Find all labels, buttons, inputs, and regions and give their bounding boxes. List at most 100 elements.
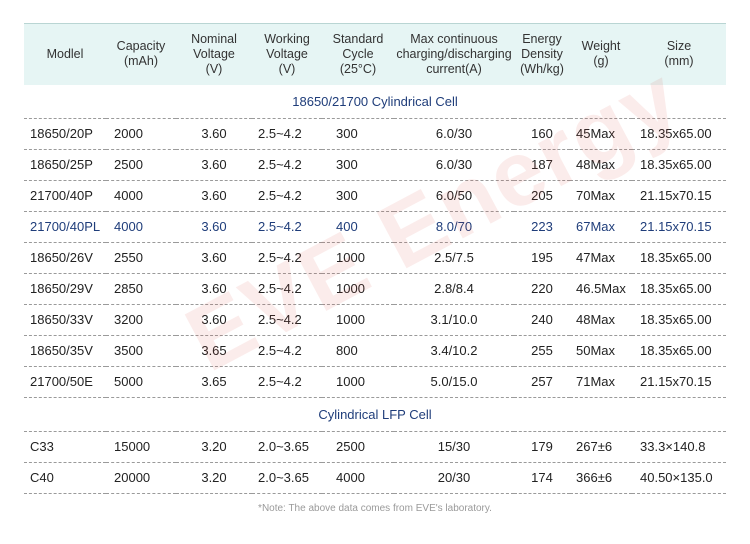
header-row: Modlel Capacity (mAh) Nominal Voltage (V) Work… [24, 23, 726, 85]
table-row: C33 15000 3.20 2.0~3.65 2500 15/30 179 267±6 33.… [24, 431, 726, 463]
table-row: 18650/25P 2500 3.60 2.5~4.2 300 6.0/30 187 48Ma… [24, 149, 726, 181]
table-cell: 257 [514, 366, 570, 398]
table-cell: 2.5~4.2 [252, 366, 322, 398]
column-header-line: Weight [581, 39, 621, 54]
table-cell: 6.0/30 [394, 149, 514, 181]
table-cell: 4000 [106, 180, 176, 212]
model-cell: 21700/50E [24, 366, 106, 398]
table-cell: 3.60 [176, 149, 252, 181]
table-cell: 1000 [322, 304, 394, 336]
column-header-line: Capacity [116, 39, 166, 54]
table-cell: 18.35x65.00 [632, 335, 726, 367]
table-cell: 3.60 [176, 242, 252, 274]
table-row: 21700/40PL 4000 3.60 2.5~4.2 400 8.0/70 223 67M… [24, 211, 726, 243]
table-cell: 2.0~3.65 [252, 462, 322, 494]
table-row: 18650/33V 3200 3.60 2.5~4.2 1000 3.1/10.0 240 4… [24, 304, 726, 336]
column-header-line: (V) [278, 61, 296, 76]
column-header-line: Max continuous [410, 31, 498, 46]
table-cell: 2500 [106, 149, 176, 181]
model-cell: 21700/40P [24, 180, 106, 212]
table-cell: 3.60 [176, 180, 252, 212]
table-cell: 50Max [570, 335, 632, 367]
table-cell: 2.5~4.2 [252, 118, 322, 150]
table-cell: 2550 [106, 242, 176, 274]
table-cell: 2.0~3.65 [252, 431, 322, 463]
model-cell: 21700/40PL [24, 211, 106, 243]
section-title: Cylindrical LFP Cell [24, 397, 726, 432]
table-cell: 3.65 [176, 335, 252, 367]
table-row: 21700/50E 5000 3.65 2.5~4.2 1000 5.0/15.0 257 7… [24, 366, 726, 398]
table-row: 21700/40P 4000 3.60 2.5~4.2 300 6.0/50 205 70Ma… [24, 180, 726, 212]
table-cell: 33.3×140.8 [632, 431, 726, 463]
column-header-line: Nominal [191, 31, 237, 46]
column-header-line: (g) [593, 54, 609, 69]
section-row: 18650/21700 Cylindrical Cell [24, 84, 726, 119]
table-cell: 3.60 [176, 118, 252, 150]
table-cell: 48Max [570, 304, 632, 336]
model-cell: C33 [24, 431, 106, 463]
column-header-line: (Wh/kg) [520, 61, 564, 76]
table-cell: 3.60 [176, 273, 252, 305]
table-cell: 267±6 [570, 431, 632, 463]
table-cell: 205 [514, 180, 570, 212]
table-cell: 2.5~4.2 [252, 273, 322, 305]
column-header-line: (mAh) [123, 54, 159, 69]
column-header: Capacity (mAh) [106, 23, 176, 85]
table-cell: 2.5~4.2 [252, 304, 322, 336]
table-cell: 15000 [106, 431, 176, 463]
table-cell: 47Max [570, 242, 632, 274]
table-cell: 45Max [570, 118, 632, 150]
table-cell: 3.4/10.2 [394, 335, 514, 367]
table-cell: 195 [514, 242, 570, 274]
table-header: Modlel Capacity (mAh) Nominal Voltage (V) Work… [24, 23, 726, 85]
column-header: Energy Density (Wh/kg) [514, 23, 570, 85]
column-header-line: (V) [205, 61, 223, 76]
column-header: Working Voltage (V) [252, 23, 322, 85]
table-cell: 223 [514, 211, 570, 243]
table-cell: 3.60 [176, 211, 252, 243]
table-cell: 174 [514, 462, 570, 494]
table-cell: 300 [322, 149, 394, 181]
table-cell: 1000 [322, 273, 394, 305]
table-row: 18650/20P 2000 3.60 2.5~4.2 300 6.0/30 160 45Ma… [24, 118, 726, 150]
table-cell: 3.1/10.0 [394, 304, 514, 336]
table-cell: 2850 [106, 273, 176, 305]
table-cell: 67Max [570, 211, 632, 243]
table-cell: 2.5~4.2 [252, 211, 322, 243]
table-cell: 46.5Max [570, 273, 632, 305]
column-header-line: Modlel [46, 46, 84, 61]
column-header-line: charging/discharging [396, 46, 512, 61]
column-header-line: Voltage [266, 46, 308, 61]
table-cell: 70Max [570, 180, 632, 212]
column-header: Weight (g) [570, 23, 632, 85]
table-cell: 220 [514, 273, 570, 305]
table-cell: 160 [514, 118, 570, 150]
table-cell: 5.0/15.0 [394, 366, 514, 398]
table-body: 18650/21700 Cylindrical Cell 18650/20P 200… [24, 84, 726, 494]
table-cell: 6.0/30 [394, 118, 514, 150]
column-header-line: Cycle [342, 46, 374, 61]
table-cell: 366±6 [570, 462, 632, 494]
column-header: Max continuous charging/discharging curren… [394, 23, 514, 85]
table-cell: 1000 [322, 366, 394, 398]
table-cell: 18.35x65.00 [632, 149, 726, 181]
model-cell: 18650/33V [24, 304, 106, 336]
table-cell: 179 [514, 431, 570, 463]
table-row: 18650/35V 3500 3.65 2.5~4.2 800 3.4/10.2 255 50… [24, 335, 726, 367]
column-header-line: Working [264, 31, 310, 46]
model-cell: C40 [24, 462, 106, 494]
column-header: Nominal Voltage (V) [176, 23, 252, 85]
column-header-line: Standard [332, 31, 384, 46]
table-cell: 18.35x65.00 [632, 118, 726, 150]
model-cell: 18650/35V [24, 335, 106, 367]
table-cell: 2.5~4.2 [252, 180, 322, 212]
table-cell: 18.35x65.00 [632, 242, 726, 274]
table-cell: 21.15x70.15 [632, 366, 726, 398]
column-header: Standard Cycle (25°C) [322, 23, 394, 85]
table-cell: 21.15x70.15 [632, 180, 726, 212]
table-cell: 2.5~4.2 [252, 242, 322, 274]
table-cell: 2000 [106, 118, 176, 150]
table-cell: 48Max [570, 149, 632, 181]
table-cell: 4000 [106, 211, 176, 243]
table-cell: 21.15x70.15 [632, 211, 726, 243]
